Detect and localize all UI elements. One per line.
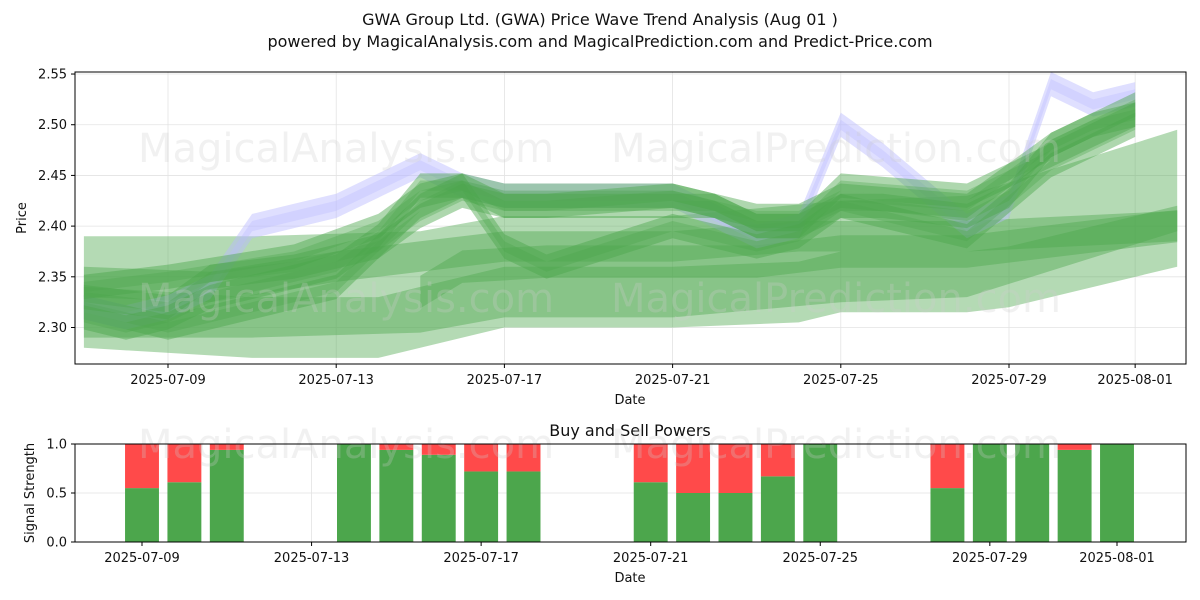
powers-xtick-label: 2025-07-29: [952, 551, 1028, 566]
price-xtick-label: 2025-07-09: [130, 373, 206, 388]
wave-series-core-2: [83, 109, 1136, 333]
price-ylabel: Price: [15, 202, 30, 234]
watermark-analysis-top: MagicalAnalysis.com: [138, 126, 554, 172]
price-gridlines: [75, 72, 1186, 364]
sell-bar: [930, 444, 965, 489]
sell-bar: [421, 444, 456, 455]
sell-bar: [125, 444, 159, 489]
wave-series-core-5: [83, 99, 1136, 293]
sell-bar: [718, 444, 753, 493]
powers-axes: 0.0 0.5 1.0 2025-07-09 2025-07-13 2025-07-17 2…: [46, 438, 1154, 567]
powers-ytick-label: 1.0: [46, 438, 67, 453]
powers-ytick-label: 0.5: [46, 487, 67, 502]
buy-bar: [1057, 449, 1092, 542]
powers-xtick-label: 2025-07-17: [443, 551, 519, 566]
watermark-prediction-bottom: MagicalPrediction.com: [611, 422, 1061, 468]
powers-plot: [125, 444, 1134, 542]
powers-xtick-label: 2025-07-21: [613, 551, 689, 566]
price-axes-frame: [74, 71, 1187, 365]
buy-bar: [930, 488, 965, 542]
sell-bar: [506, 444, 541, 472]
trend-band-1: [83, 205, 1178, 358]
chart-subtitle: powered by MagicalAnalysis.com and Magic…: [267, 32, 932, 51]
powers-ylabel: Signal Strength: [23, 443, 38, 543]
powers-xtick-label: 2025-08-01: [1079, 551, 1155, 566]
watermark-analysis-bottom: MagicalAnalysis.com: [138, 422, 554, 468]
buy-bar: [1015, 444, 1050, 542]
buy-bar: [803, 444, 838, 542]
wave-series-core-3: [83, 109, 1136, 313]
buy-bar: [633, 482, 668, 542]
price-xtick-label: 2025-08-01: [1097, 373, 1173, 388]
price-plot: [83, 72, 1178, 358]
buy-bar: [209, 449, 244, 542]
price-xlabel: Date: [614, 393, 645, 408]
wave-series-4: [83, 112, 1136, 340]
watermark-prediction-top: MagicalPrediction.com: [611, 126, 1061, 172]
price-ytick-label: 2.35: [38, 270, 67, 285]
wave-series-5: [83, 92, 1136, 300]
price-xtick-label: 2025-07-17: [467, 373, 543, 388]
buy-bar: [125, 488, 159, 542]
watermark-prediction-mid: MagicalPrediction.com: [611, 276, 1061, 322]
powers-xlabel: Date: [614, 571, 645, 586]
buy-bar: [337, 444, 371, 542]
price-ytick-label: 2.30: [38, 321, 67, 336]
buy-bar: [676, 493, 711, 542]
buy-bar: [718, 493, 753, 542]
price-xtick-label: 2025-07-29: [971, 373, 1047, 388]
price-ytick-label: 2.55: [38, 68, 67, 83]
sell-bar: [676, 444, 711, 493]
sell-bar: [209, 444, 244, 450]
price-watermarks: MagicalAnalysis.com MagicalPrediction.co…: [138, 126, 1061, 322]
trend-band-2: [83, 129, 1178, 338]
price-ytick-label: 2.45: [38, 169, 67, 184]
price-xtick-label: 2025-07-13: [298, 373, 374, 388]
trend-band-3: [83, 210, 1178, 303]
sell-bar: [633, 444, 668, 483]
chart-title: GWA Group Ltd. (GWA) Price Wave Trend An…: [362, 10, 838, 29]
price-xtick-label: 2025-07-25: [803, 373, 879, 388]
buy-bar: [506, 471, 541, 542]
buy-bar: [464, 471, 499, 542]
powers-ytick-label: 0.0: [46, 536, 67, 551]
watermark-analysis-mid: MagicalAnalysis.com: [138, 276, 554, 322]
buy-bar: [1100, 444, 1134, 542]
buy-bar: [972, 444, 1007, 542]
wave-series-core-1: [83, 79, 1136, 323]
wave-series-core-4: [83, 119, 1136, 333]
buy-bar: [379, 449, 414, 542]
powers-xtick-label: 2025-07-13: [274, 551, 350, 566]
price-xtick-label: 2025-07-21: [635, 373, 711, 388]
price-series-group: [83, 72, 1178, 358]
price-ytick-label: 2.40: [38, 220, 67, 235]
wave-series-1: [83, 72, 1136, 330]
sell-bar: [760, 444, 795, 477]
sell-bar: [379, 444, 414, 450]
sell-bar: [167, 444, 202, 483]
trend-band-4: [420, 209, 1178, 309]
powers-watermarks: MagicalAnalysis.com MagicalPrediction.co…: [138, 422, 1061, 468]
price-axes: 2.30 2.35 2.40 2.45 2.50 2.55 2025-07-09 2025-0…: [38, 68, 1173, 388]
powers-xtick-label: 2025-07-25: [782, 551, 858, 566]
wave-series-2: [83, 102, 1136, 340]
buy-bar: [167, 482, 202, 542]
powers-xtick-label: 2025-07-09: [104, 551, 180, 566]
buy-bar: [421, 454, 456, 542]
wave-series-3: [83, 102, 1136, 320]
sell-bar: [1057, 444, 1092, 450]
buy-bar: [760, 476, 795, 542]
price-ytick-label: 2.50: [38, 118, 67, 133]
powers-title: Buy and Sell Powers: [549, 421, 711, 440]
sell-bar: [464, 444, 499, 472]
